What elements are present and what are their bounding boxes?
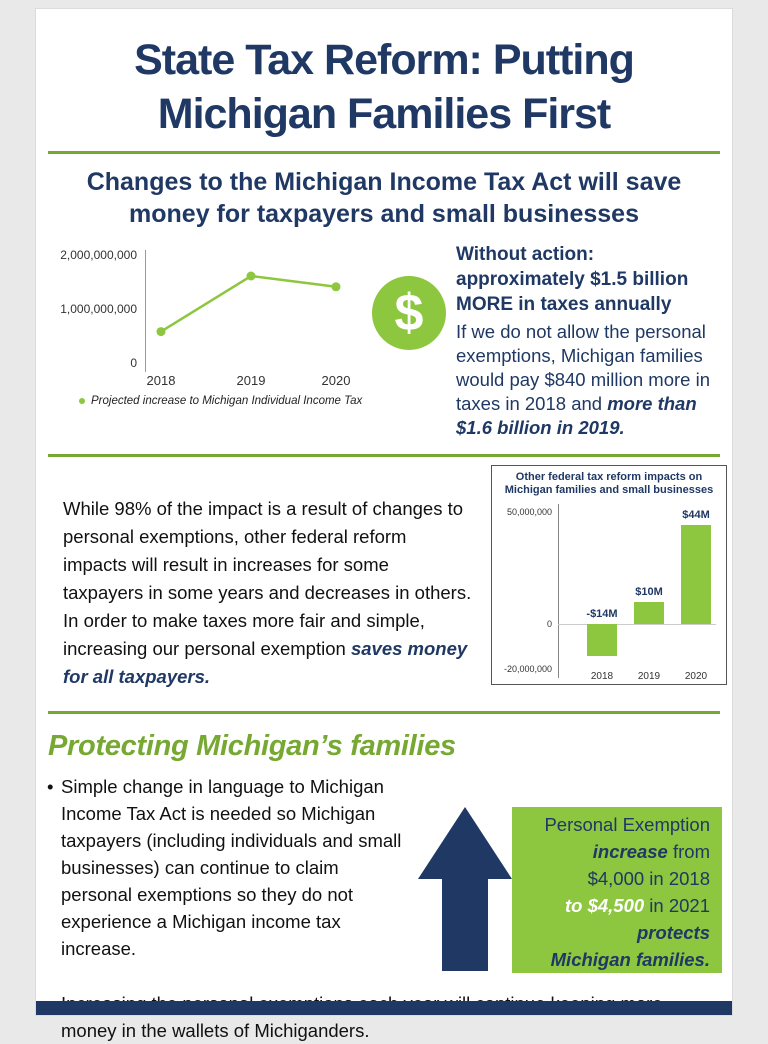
impact-overview-row: 2,000,000,000 1,000,000,000 0 2018 2019 … bbox=[36, 242, 732, 450]
page-title-line1: State Tax Reform: Putting bbox=[134, 36, 635, 84]
line-chart-point bbox=[156, 327, 166, 337]
line-chart-ytick: 2,000,000,000 bbox=[60, 248, 137, 262]
page-title-line2: Michigan Families First bbox=[157, 90, 612, 138]
dollar-glyph: $ bbox=[394, 284, 424, 342]
bullet-marker: • bbox=[47, 776, 54, 797]
impact-paragraph: While 98% of the impact is a result of c… bbox=[63, 495, 473, 691]
income-tax-line-chart: 2,000,000,000 1,000,000,000 0 2018 2019 … bbox=[41, 242, 371, 420]
bar-value-label: -$14M bbox=[586, 608, 618, 620]
bar-2019 bbox=[634, 601, 664, 624]
without-action-body-emphasis: more than $1.6 billion in 2019. bbox=[456, 393, 697, 438]
bullet-item: •Increasing the personal exemptions each… bbox=[46, 990, 722, 1044]
bar-chart-xtick: 2019 bbox=[637, 671, 661, 682]
legend-dot-icon bbox=[79, 398, 85, 404]
without-action-heading-line2: approximately $1.5 billion bbox=[456, 269, 689, 290]
line-chart-legend: Projected increase to Michigan Individua… bbox=[79, 395, 362, 407]
bar-chart-title: Other federal tax reform impacts on Mich… bbox=[492, 466, 726, 497]
line-chart-point bbox=[246, 271, 256, 281]
exemption-line: increase from bbox=[516, 838, 710, 865]
without-action-heading: Without action: approximately $1.5 billi… bbox=[456, 242, 735, 317]
exemption-text: from bbox=[667, 841, 710, 862]
personal-exemption-graphic: Personal Exemption increase from $4,000 … bbox=[418, 807, 722, 973]
up-arrow-stem bbox=[442, 877, 488, 971]
dollar-icon: $ bbox=[372, 276, 446, 350]
without-action-block: Without action: approximately $1.5 billi… bbox=[456, 242, 735, 440]
impact-paragraph-emphasis: saves money for all taxpayers. bbox=[63, 638, 468, 687]
exemption-line: protects bbox=[637, 922, 710, 943]
exemption-line: $4,000 in 2018 bbox=[587, 868, 710, 889]
divider-rule-middle bbox=[48, 454, 720, 457]
exemption-emphasis: increase bbox=[592, 841, 668, 862]
bar-chart-zero-line bbox=[558, 624, 716, 625]
exemption-line: Michigan families. bbox=[550, 949, 710, 970]
bar-chart-plot: -$14M $10M $44M bbox=[492, 466, 726, 684]
line-chart-xtick: 2020 bbox=[321, 373, 351, 388]
bullet-text: Simple change in language to Michigan In… bbox=[61, 776, 402, 959]
bar-chart-title-line1: Other federal tax reform impacts on bbox=[515, 471, 703, 483]
bar-chart-ytick: -20,000,000 bbox=[503, 664, 552, 674]
line-chart-ytick: 0 bbox=[130, 356, 137, 370]
line-chart-point bbox=[331, 282, 341, 292]
section-heading: Protecting Michigan’s families bbox=[48, 730, 456, 762]
exemption-line: to $4,500 in 2021 bbox=[516, 892, 710, 919]
bar-chart-ytick: 50,000,000 bbox=[506, 507, 552, 517]
bar-chart-title-line2: Michigan families and small businesses bbox=[504, 484, 714, 496]
bullet-item: • Simple change in language to Michigan I… bbox=[46, 773, 722, 962]
line-chart-plot bbox=[156, 271, 341, 337]
page-subtitle: Changes to the Michigan Income Tax Act w… bbox=[36, 166, 732, 230]
bar-chart-xtick: 2020 bbox=[684, 671, 708, 682]
without-action-heading-line3: MORE in taxes annually bbox=[456, 294, 672, 315]
exemption-line: Personal Exemption bbox=[544, 814, 710, 835]
exemption-emphasis-white: to $4,500 bbox=[564, 895, 645, 916]
exemption-text: in 2021 bbox=[644, 895, 710, 916]
line-chart-ytick: 1,000,000,000 bbox=[60, 302, 137, 316]
federal-impacts-row: While 98% of the impact is a result of c… bbox=[36, 457, 732, 701]
bar-chart-xtick: 2018 bbox=[590, 671, 614, 682]
line-chart-y-axis bbox=[145, 250, 146, 372]
federal-impacts-bar-chart: Other federal tax reform impacts on Mich… bbox=[491, 465, 727, 685]
bar-chart-y-axis bbox=[558, 504, 559, 678]
divider-rule-bottom bbox=[48, 711, 720, 714]
legend-label: Projected increase to Michigan Individua… bbox=[91, 395, 363, 407]
page-title: State Tax Reform: Putting Michigan Famil… bbox=[36, 9, 732, 141]
bar-value-label: $44M bbox=[682, 509, 710, 521]
page-subtitle-line1: Changes to the Michigan Income Tax Act w… bbox=[86, 168, 682, 196]
line-chart-xtick: 2018 bbox=[146, 373, 176, 388]
without-action-body: If we do not allow the personal exemptio… bbox=[456, 320, 735, 440]
bar-2018 bbox=[587, 624, 617, 656]
without-action-heading-line1: Without action: bbox=[456, 244, 595, 265]
line-chart-xtick: 2019 bbox=[236, 373, 266, 388]
footer-bar bbox=[36, 1001, 732, 1015]
bar-2020 bbox=[681, 525, 711, 624]
without-action-body-regular: If we do not allow the personal exemptio… bbox=[456, 321, 710, 414]
divider-rule-top bbox=[48, 151, 720, 154]
protecting-families-section: Protecting Michigan’s families Personal … bbox=[36, 714, 732, 1044]
bar-value-label: $10M bbox=[635, 585, 663, 598]
document-page: State Tax Reform: Putting Michigan Famil… bbox=[35, 8, 733, 1041]
up-arrow-icon bbox=[418, 807, 512, 973]
impact-paragraph-regular: While 98% of the impact is a result of c… bbox=[63, 498, 472, 659]
up-arrow-head bbox=[418, 807, 512, 879]
page-subtitle-line2: money for taxpayers and small businesses bbox=[129, 200, 639, 228]
personal-exemption-callout: Personal Exemption increase from $4,000 … bbox=[512, 807, 722, 973]
bar-chart-ytick: 0 bbox=[546, 619, 552, 629]
